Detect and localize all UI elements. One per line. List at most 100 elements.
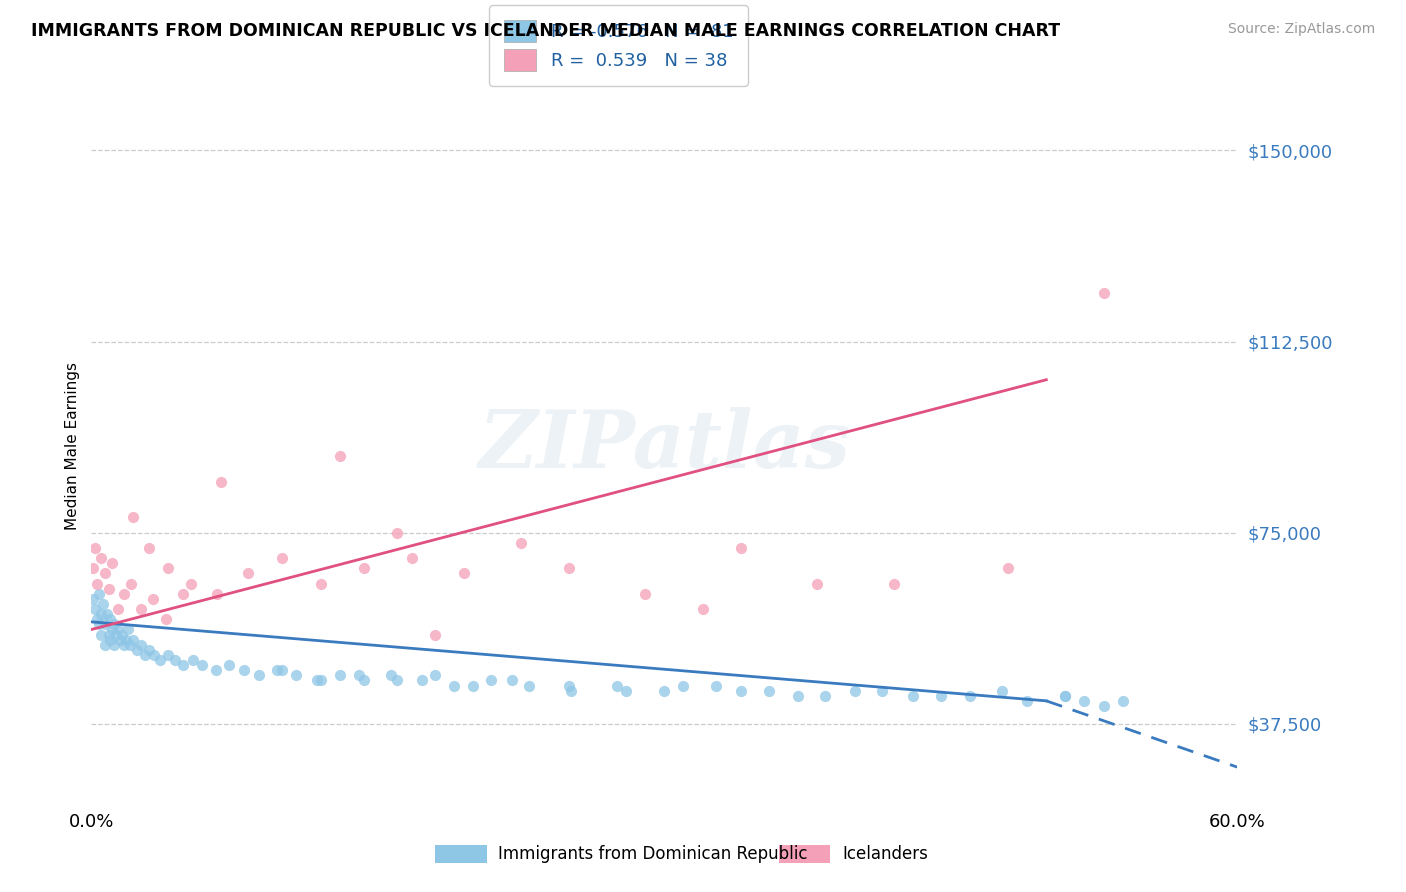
Point (87, 587, 110, 601)
Point (105, 627, 128, 641)
Point (305, 673, 328, 688)
Point (180, 576, 202, 591)
Point (411, 673, 433, 688)
Point (156, 561, 179, 575)
Point (249, 668, 271, 682)
Point (87, 617, 110, 632)
Point (100, 612, 122, 626)
Point (112, 587, 135, 601)
Point (103, 638, 125, 652)
Point (129, 602, 152, 616)
Point (558, 679, 581, 693)
Point (97, 582, 120, 596)
Point (90, 627, 112, 641)
Point (329, 668, 352, 682)
Point (501, 673, 523, 688)
Point (652, 683, 675, 698)
Point (844, 683, 866, 698)
Point (94, 566, 117, 581)
Point (929, 689, 952, 703)
Point (1111, 694, 1133, 708)
Point (730, 683, 752, 698)
Point (284, 668, 307, 682)
Bar (779, 845, 831, 863)
Point (309, 576, 332, 591)
Point (236, 566, 259, 581)
Text: Immigrants from Dominican Republic: Immigrants from Dominican Republic (498, 846, 807, 863)
Point (218, 658, 240, 673)
Point (730, 541, 752, 555)
Point (401, 551, 423, 566)
Text: Icelanders: Icelanders (842, 846, 928, 863)
Point (129, 638, 152, 652)
Point (423, 668, 446, 682)
Point (959, 689, 981, 703)
Text: IMMIGRANTS FROM DOMINICAN REPUBLIC VS ICELANDER MEDIAN MALE EARNINGS CORRELATION: IMMIGRANTS FROM DOMINICAN REPUBLIC VS IC… (31, 22, 1060, 40)
Point (1073, 694, 1095, 708)
Point (118, 638, 141, 652)
Point (143, 648, 166, 662)
Point (138, 643, 160, 657)
Point (758, 683, 780, 698)
Point (385, 673, 408, 688)
Point (111, 627, 134, 641)
Point (127, 643, 149, 657)
Point (84, 541, 107, 555)
Point (103, 617, 125, 632)
Point (94, 617, 117, 632)
Point (1054, 689, 1077, 703)
Point (122, 632, 145, 647)
Point (86, 612, 108, 626)
Text: ZIPatlas: ZIPatlas (478, 408, 851, 484)
Point (560, 683, 582, 698)
Point (204, 663, 226, 677)
Point (101, 556, 124, 570)
Point (96, 607, 118, 622)
Point (86, 576, 108, 591)
Point (385, 525, 408, 540)
Point (138, 541, 160, 555)
Point (692, 602, 714, 616)
Point (90, 607, 112, 622)
Point (1092, 286, 1115, 301)
Point (207, 587, 229, 601)
Point (614, 683, 637, 698)
Legend: R = -0.576   N =  81, R =  0.539   N = 38: R = -0.576 N = 81, R = 0.539 N = 38 (489, 5, 748, 86)
Point (181, 653, 204, 667)
Point (814, 689, 837, 703)
Point (453, 566, 475, 581)
Point (634, 587, 657, 601)
Point (121, 576, 143, 591)
Point (155, 612, 177, 626)
Point (309, 673, 332, 688)
Point (353, 673, 375, 688)
Point (97, 627, 120, 641)
Point (606, 679, 628, 693)
Point (787, 689, 810, 703)
Point (901, 689, 924, 703)
Point (149, 653, 172, 667)
Bar (434, 845, 486, 863)
Point (107, 602, 129, 616)
Point (704, 679, 727, 693)
Point (172, 587, 194, 601)
Point (108, 632, 131, 647)
Point (353, 561, 375, 575)
Point (1054, 689, 1077, 703)
Point (1092, 698, 1115, 713)
Point (122, 510, 145, 524)
Point (94, 638, 117, 652)
Point (191, 658, 214, 673)
Point (101, 623, 124, 637)
Point (107, 623, 129, 637)
Point (165, 653, 187, 667)
Point (517, 679, 540, 693)
Point (112, 638, 135, 652)
Point (271, 663, 294, 677)
Point (443, 679, 465, 693)
Point (117, 623, 139, 637)
Point (266, 663, 288, 677)
Point (510, 536, 533, 550)
Point (114, 632, 136, 647)
Point (997, 561, 1019, 575)
